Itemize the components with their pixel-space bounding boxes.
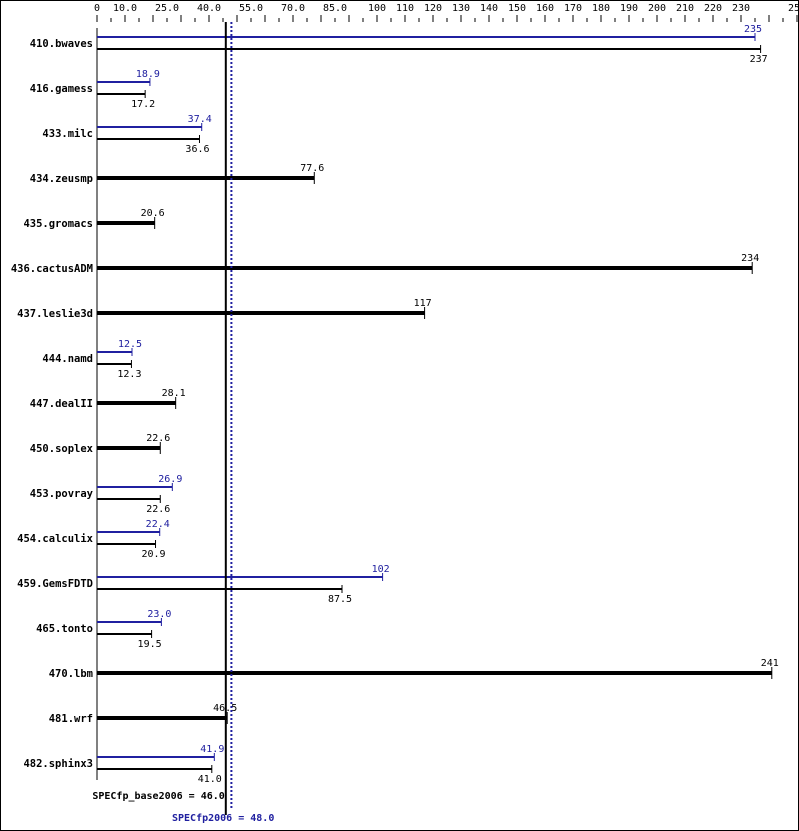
bar-peak	[97, 756, 215, 758]
specfp-base-label: SPECfp_base2006 = 46.0	[92, 791, 224, 802]
x-tick-label: 150	[508, 3, 526, 14]
base-value-label: 19.5	[138, 639, 162, 650]
base-value-label: 12.3	[117, 369, 141, 380]
benchmark-label: 454.calculix	[17, 533, 94, 545]
bar-base	[97, 266, 753, 270]
benchmark-label: 453.povray	[30, 488, 94, 500]
base-value-label: 20.9	[141, 549, 165, 560]
benchmark-label: 450.soplex	[30, 443, 94, 455]
peak-value-label: 22.4	[146, 519, 170, 530]
base-value-label: 234	[741, 253, 759, 264]
benchmark-label: 470.lbm	[49, 668, 93, 680]
base-value-label: 20.6	[141, 208, 165, 219]
peak-value-label: 12.5	[118, 339, 142, 350]
base-value-label: 36.6	[185, 144, 209, 155]
bar-base	[97, 633, 152, 635]
x-tick-label: 170	[564, 3, 582, 14]
bar-base	[97, 716, 228, 720]
bar-peak	[97, 351, 132, 353]
x-tick-label: 250	[788, 3, 799, 14]
x-tick-label: 220	[704, 3, 722, 14]
bar-base	[97, 176, 315, 180]
bar-base	[97, 221, 155, 225]
x-tick-label: 130	[452, 3, 470, 14]
peak-value-label: 18.9	[136, 69, 160, 80]
peak-value-label: 41.9	[200, 744, 224, 755]
benchmark-label: 433.milc	[42, 128, 93, 140]
specfp-peak-label: SPECfp2006 = 48.0	[172, 813, 274, 824]
base-value-label: 241	[761, 658, 779, 669]
bar-peak	[97, 36, 755, 38]
bar-base	[97, 671, 772, 675]
bar-base	[97, 48, 761, 50]
peak-value-label: 235	[744, 24, 762, 35]
x-tick-label: 0	[94, 3, 100, 14]
benchmark-label: 444.namd	[42, 353, 93, 365]
x-tick-label: 25.0	[155, 3, 179, 14]
x-tick-label: 85.0	[323, 3, 347, 14]
x-tick-label: 210	[676, 3, 694, 14]
benchmark-label: 410.bwaves	[30, 38, 93, 50]
base-value-label: 41.0	[198, 774, 222, 785]
benchmark-label: 465.tonto	[36, 623, 93, 635]
base-value-label: 117	[414, 298, 432, 309]
benchmark-label: 481.wrf	[49, 713, 93, 725]
x-tick-label: 70.0	[281, 3, 305, 14]
bar-base	[97, 588, 342, 590]
bar-peak	[97, 126, 202, 128]
bar-base	[97, 543, 156, 545]
x-tick-label: 160	[536, 3, 554, 14]
benchmark-label: 434.zeusmp	[30, 173, 93, 185]
bar-base	[97, 311, 425, 315]
peak-value-label: 102	[372, 564, 390, 575]
bar-base	[97, 138, 200, 140]
bar-peak	[97, 81, 150, 83]
x-tick-label: 200	[648, 3, 666, 14]
x-tick-label: 180	[592, 3, 610, 14]
base-value-label: 28.1	[162, 388, 186, 399]
bar-peak	[97, 621, 162, 623]
base-value-label: 22.6	[146, 433, 170, 444]
benchmark-label: 437.leslie3d	[17, 308, 93, 320]
base-value-label: 77.6	[300, 163, 324, 174]
bar-peak	[97, 531, 160, 533]
bar-peak	[97, 576, 383, 578]
x-tick-label: 140	[480, 3, 498, 14]
x-tick-label: 110	[396, 3, 414, 14]
x-tick-label: 190	[620, 3, 638, 14]
x-tick-label: 40.0	[197, 3, 221, 14]
bar-base	[97, 93, 146, 95]
x-tick-label: 55.0	[239, 3, 263, 14]
bar-base	[97, 363, 132, 365]
benchmark-label: 436.cactusADM	[11, 263, 93, 275]
bar-peak	[97, 486, 173, 488]
benchmark-label: 482.sphinx3	[23, 758, 93, 770]
x-tick-label: 230	[732, 3, 750, 14]
x-tick-label: 100	[368, 3, 386, 14]
peak-value-label: 26.9	[158, 474, 182, 485]
peak-value-label: 37.4	[188, 114, 212, 125]
benchmark-label: 435.gromacs	[23, 218, 93, 230]
bar-base	[97, 498, 161, 500]
x-tick-label: 10.0	[113, 3, 137, 14]
bar-base	[97, 768, 212, 770]
base-value-label: 87.5	[328, 594, 352, 605]
peak-value-label: 23.0	[147, 609, 171, 620]
benchmark-label: 447.dealII	[30, 398, 93, 410]
benchmark-label: 459.GemsFDTD	[17, 578, 93, 590]
x-tick-label: 120	[424, 3, 442, 14]
base-value-label: 237	[750, 54, 768, 65]
bar-base	[97, 446, 161, 450]
bar-base	[97, 401, 176, 405]
benchmark-label: 416.gamess	[30, 83, 93, 95]
base-value-label: 17.2	[131, 99, 155, 110]
base-value-label: 22.6	[146, 504, 170, 515]
